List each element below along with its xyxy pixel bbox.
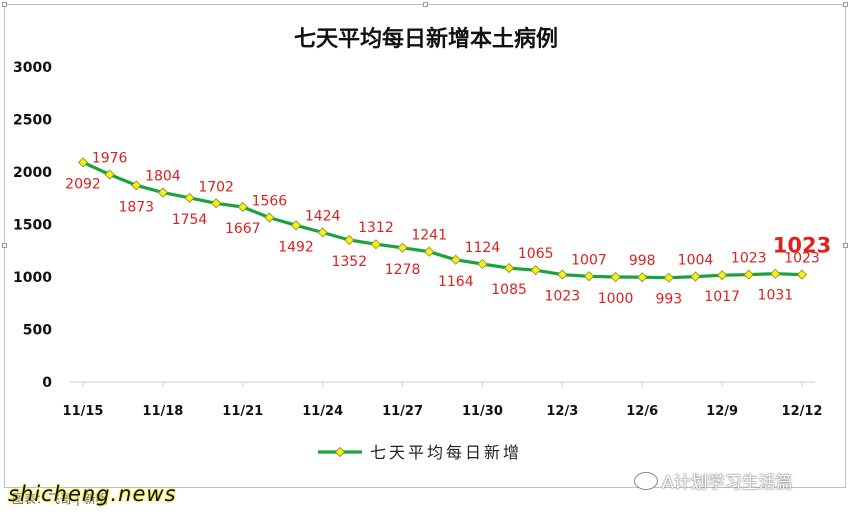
watermark: A计划学习生活篇 (634, 468, 793, 493)
legend-marker (334, 446, 346, 458)
x-axis: 11/15 11/18 11/21 11/24 11/27 11/30 12/3 12/6 12… (63, 381, 823, 419)
source-note: 图表：飞哥 | 新明 (12, 492, 108, 506)
data-point (237, 201, 248, 213)
resize-handle-top-right[interactable] (843, 2, 848, 7)
x-tick-label: 11/27 (382, 404, 423, 419)
resize-handle-top-center[interactable] (423, 2, 428, 7)
data-label: 1065 (518, 246, 554, 262)
data-point (397, 242, 408, 253)
resize-handle-right-middle[interactable] (843, 243, 848, 248)
series-line (82, 160, 803, 280)
data-point (184, 192, 195, 203)
y-tick-label: 2500 (13, 113, 52, 129)
data-point (770, 268, 781, 279)
data-point (557, 269, 568, 280)
data-label: 1023 (784, 251, 820, 267)
x-tick-label: 11/30 (462, 404, 503, 419)
data-point (131, 180, 142, 191)
data-point (690, 271, 701, 282)
data-point (450, 254, 461, 265)
y-tick-label: 0 (42, 375, 52, 391)
x-tick-label: 12/6 (626, 404, 658, 419)
data-label: 2092 (65, 176, 101, 192)
y-tick-label: 500 (23, 323, 52, 339)
legend: 七天平均每日新增 (318, 443, 522, 462)
data-point (317, 227, 328, 238)
y-tick-label: 2000 (13, 165, 52, 181)
data-label: 1004 (678, 253, 714, 269)
data-point (796, 269, 808, 280)
data-label: 1124 (465, 240, 501, 256)
data-point (157, 187, 168, 198)
data-label: 1017 (704, 289, 740, 305)
data-point (743, 269, 754, 280)
data-point (477, 258, 488, 270)
data-point (663, 272, 674, 283)
x-tick-label: 12/9 (706, 404, 738, 419)
legend-label: 七天平均每日新增 (370, 443, 522, 462)
x-tick-label: 12/3 (546, 404, 578, 419)
watermark-text: A计划学习生活篇 (662, 473, 793, 493)
data-point (264, 212, 275, 223)
data-point (637, 272, 648, 283)
data-point (104, 169, 115, 180)
data-point (530, 265, 541, 276)
data-point (610, 271, 621, 283)
y-axis: 0 500 1000 1500 2000 2500 3000 (13, 60, 52, 391)
data-label: 1754 (172, 212, 208, 228)
data-point (290, 220, 302, 231)
data-label: 1424 (305, 208, 341, 224)
x-tick-label: 11/18 (142, 404, 183, 419)
data-point (211, 198, 222, 209)
data-point (344, 234, 355, 246)
resize-handle-top-left[interactable] (2, 2, 7, 7)
data-label: 1804 (145, 169, 181, 185)
data-label: 1873 (118, 199, 154, 215)
x-tick-label: 11/24 (302, 404, 343, 419)
x-tick-label: 11/21 (222, 404, 263, 419)
data-label: 1667 (225, 221, 261, 237)
data-point (504, 263, 515, 274)
data-label: 1000 (598, 291, 634, 307)
data-label: 1278 (385, 262, 421, 278)
data-label: 1007 (571, 252, 607, 268)
data-label: 998 (629, 253, 656, 269)
data-point (583, 271, 595, 282)
data-label: 1352 (331, 254, 367, 270)
data-label: 1241 (411, 228, 447, 244)
data-label: 1492 (278, 239, 314, 255)
data-label: 1976 (92, 151, 128, 167)
data-label: 1164 (438, 274, 474, 290)
data-label: 1702 (198, 179, 234, 195)
x-tick-label: 11/15 (63, 404, 104, 419)
wechat-icon (634, 472, 658, 490)
site-watermark: shicheng.news (8, 482, 177, 506)
data-point (77, 157, 89, 168)
data-point (717, 270, 728, 281)
data-point (424, 246, 435, 257)
x-tick-label: 12/12 (782, 404, 823, 419)
data-label: 1085 (491, 282, 527, 298)
data-label: 1023 (545, 289, 581, 305)
y-tick-label: 3000 (13, 60, 52, 76)
series-group: 2092 1976 1873 1804 1754 1702 1667 1566 1492 1424… (65, 151, 831, 308)
chart-title: 七天平均每日新增本土病例 (294, 26, 558, 52)
data-label: 993 (655, 292, 682, 308)
data-label: 1312 (358, 220, 394, 236)
data-point (370, 239, 381, 250)
data-label: 1031 (758, 288, 794, 304)
resize-handle-left-middle[interactable] (2, 243, 7, 248)
latest-value-label: 1023 (773, 234, 831, 258)
data-label: 1566 (252, 194, 288, 210)
y-tick-label: 1500 (13, 218, 52, 234)
y-tick-label: 1000 (13, 270, 52, 286)
data-label: 1023 (731, 251, 767, 267)
